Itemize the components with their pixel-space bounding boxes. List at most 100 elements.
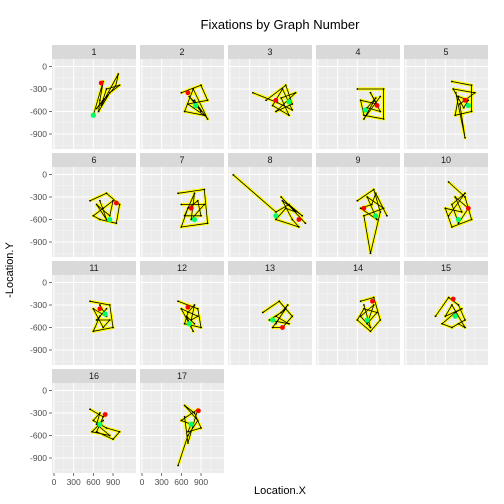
- axes: 0 -300 -600 -900 0 -300 -600 -900 0 -300 -600 -900 0…: [30, 62, 208, 488]
- fixation-point: [369, 326, 372, 329]
- fixation-point: [382, 118, 385, 120]
- facet-strip: [140, 369, 224, 383]
- scanpath-line: [233, 174, 306, 228]
- fixation-point: [451, 304, 453, 306]
- x-tick-label: 900: [194, 477, 208, 487]
- facet-panel-7: 7: [140, 153, 224, 257]
- fixation-point: [284, 307, 287, 310]
- end-fixation-marker: [462, 97, 468, 103]
- fixation-point: [280, 196, 283, 198]
- fixation-point: [372, 188, 375, 191]
- fixation-point: [275, 322, 277, 325]
- fixation-point: [291, 103, 294, 105]
- fixation-point: [99, 99, 101, 102]
- facet-strip-label: 2: [179, 47, 184, 57]
- y-tick-label: -300: [30, 300, 47, 310]
- y-axis-title: -Location.Y: [4, 242, 16, 298]
- facet-panel-6: 6: [52, 153, 136, 257]
- panel-background: [404, 59, 488, 149]
- scanpath-line: [92, 73, 120, 116]
- facet-strip: [404, 261, 488, 275]
- end-fixation-marker: [370, 298, 375, 304]
- fixation-point: [118, 203, 121, 206]
- x-tick-label: 900: [106, 477, 120, 487]
- facet-panel-12: 12: [140, 261, 224, 365]
- fixation-point: [379, 95, 382, 98]
- x-tick-label: 0: [52, 477, 57, 487]
- fixation-point: [187, 434, 189, 437]
- fixation-point: [464, 192, 466, 195]
- fixation-point: [180, 419, 183, 422]
- fixation-point: [177, 300, 179, 303]
- start-fixation-marker: [362, 107, 368, 113]
- facet-strip-label: 11: [89, 263, 98, 273]
- fixation-point: [451, 203, 453, 206]
- fixation-point: [105, 88, 108, 90]
- y-tick-label: -600: [30, 107, 47, 117]
- start-fixation-marker: [90, 112, 96, 118]
- scanpath-line: [356, 297, 381, 332]
- fixation-point: [460, 211, 463, 213]
- facet-strip-label: 7: [179, 155, 184, 165]
- fixation-point: [105, 307, 108, 310]
- fixation-point: [108, 319, 111, 321]
- fixation-point: [434, 315, 437, 318]
- fixation-point: [183, 110, 186, 113]
- end-fixation-marker: [196, 408, 201, 414]
- facet-strip: [52, 45, 136, 59]
- end-fixation-marker: [113, 200, 119, 206]
- facet-strip-label: 3: [267, 47, 272, 57]
- fixation-point: [464, 326, 466, 329]
- end-fixation-marker: [185, 90, 191, 96]
- facet-panel-10: 10: [404, 153, 488, 257]
- fixation-point: [294, 211, 297, 213]
- y-tick-label: -900: [30, 453, 47, 463]
- fixation-point: [356, 199, 359, 202]
- fixation-point: [447, 214, 450, 217]
- fixation-point: [464, 196, 466, 198]
- facet-strip-label: 16: [89, 371, 99, 381]
- fixation-point: [92, 419, 95, 422]
- y-tick-label: -300: [30, 192, 47, 202]
- fixation-point: [190, 319, 193, 321]
- y-tick-label: -900: [30, 129, 47, 139]
- fixation-point: [105, 427, 108, 429]
- fixation-point: [288, 203, 290, 206]
- fixation-point: [91, 430, 93, 433]
- panel-background: [140, 59, 224, 149]
- fixation-point: [183, 322, 186, 325]
- fixation-point: [89, 300, 91, 303]
- start-fixation-marker: [270, 317, 276, 323]
- scanpath-line: [177, 405, 202, 466]
- end-fixation-marker: [465, 205, 471, 211]
- fixation-point: [470, 110, 473, 113]
- scanpath-line: [357, 189, 388, 254]
- x-axis-title: Location.X: [254, 485, 307, 497]
- y-tick-label: -300: [30, 84, 47, 94]
- fixation-point: [288, 322, 290, 325]
- facet-strip-label: 5: [443, 47, 448, 57]
- fixation-point: [278, 300, 281, 303]
- fixation-point: [359, 99, 362, 102]
- x-tick-label: 0: [140, 477, 145, 487]
- fixation-point: [372, 304, 375, 306]
- fixation-point: [99, 315, 101, 318]
- fixation-point: [200, 84, 202, 87]
- facet-strip: [228, 261, 312, 275]
- fixation-point: [187, 207, 189, 210]
- fixation-point: [359, 207, 362, 210]
- fixation-point: [294, 91, 297, 94]
- facet-panel-16: 16: [52, 369, 136, 473]
- facet-panel-17: 17: [140, 369, 224, 473]
- fixation-point: [180, 226, 183, 228]
- facet-strip-label: 12: [177, 263, 187, 273]
- fixation-point: [359, 300, 362, 303]
- fixation-point: [192, 330, 195, 333]
- facet-strip: [52, 261, 136, 275]
- end-fixation-marker: [98, 80, 104, 86]
- scanpath-line: [178, 189, 209, 228]
- facet-strip: [404, 153, 488, 167]
- facet-strip-label: 4: [355, 47, 360, 57]
- fixation-point: [363, 304, 365, 306]
- start-fixation-marker: [286, 99, 292, 105]
